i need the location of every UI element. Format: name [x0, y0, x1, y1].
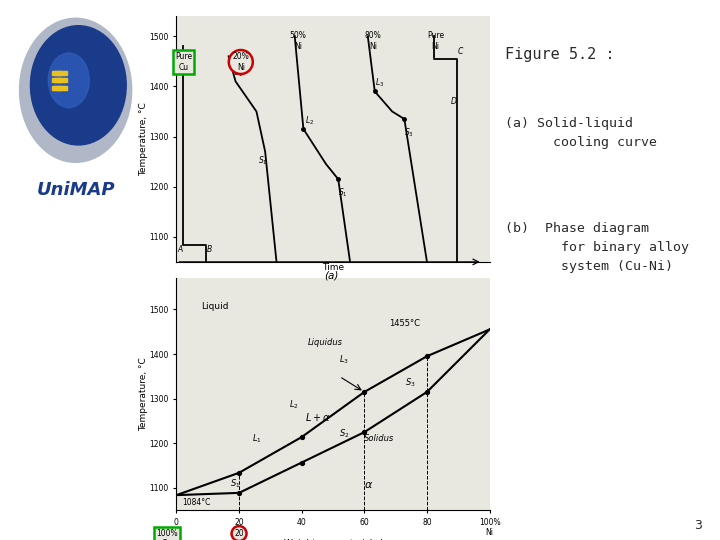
Text: 80%
Ni: 80% Ni — [364, 31, 382, 51]
Text: D: D — [451, 97, 456, 106]
Text: (b)  Phase diagram
       for binary alloy
       system (Cu-Ni): (b) Phase diagram for binary alloy syste… — [505, 222, 688, 273]
Text: 1455°C: 1455°C — [390, 319, 420, 328]
Text: C: C — [458, 48, 463, 56]
Text: Solidus: Solidus — [364, 434, 395, 443]
Text: (a) Solid-liquid
      cooling curve: (a) Solid-liquid cooling curve — [505, 117, 657, 149]
Text: Figure 5.2 :: Figure 5.2 : — [505, 48, 614, 62]
Text: UniMAP: UniMAP — [36, 181, 115, 199]
Text: Pure
Ni: Pure Ni — [427, 31, 444, 51]
Text: Pure
Cu: Pure Cu — [175, 52, 192, 72]
Text: (a): (a) — [324, 270, 338, 280]
Text: $L_1$: $L_1$ — [251, 432, 261, 444]
Ellipse shape — [19, 18, 132, 163]
Text: $S_1$: $S_1$ — [338, 187, 348, 199]
Text: $S_1$: $S_1$ — [230, 478, 240, 490]
Text: $L_2$: $L_2$ — [289, 399, 299, 411]
Text: $S_3$: $S_3$ — [405, 126, 414, 139]
Text: $L_3$: $L_3$ — [375, 76, 384, 89]
Text: $\alpha$: $\alpha$ — [364, 480, 374, 490]
Text: $S_1$: $S_1$ — [258, 154, 268, 167]
Text: $L + \alpha$: $L + \alpha$ — [305, 411, 330, 423]
Text: 1084°C: 1084°C — [183, 498, 211, 507]
Text: 20: 20 — [234, 529, 244, 538]
Y-axis label: Temperature, °C: Temperature, °C — [139, 357, 148, 431]
Text: $L_1$: $L_1$ — [234, 66, 243, 79]
Text: Liquidus: Liquidus — [308, 338, 343, 347]
Ellipse shape — [48, 53, 89, 107]
Text: 50%
Ni: 50% Ni — [289, 31, 307, 51]
Text: 20%
Ni: 20% Ni — [233, 52, 249, 72]
Text: 3: 3 — [694, 519, 702, 532]
Text: $L_3$: $L_3$ — [339, 354, 349, 367]
Text: Liquid: Liquid — [202, 302, 229, 312]
Text: $S_2$: $S_2$ — [339, 428, 350, 440]
Ellipse shape — [30, 26, 126, 145]
X-axis label: Time: Time — [322, 264, 344, 272]
Text: A: A — [177, 245, 183, 254]
Text: $S_3$: $S_3$ — [405, 376, 415, 389]
X-axis label: Weight percent nickel: Weight percent nickel — [284, 539, 382, 540]
Text: B: B — [207, 245, 212, 254]
Text: $L_2$: $L_2$ — [305, 114, 315, 126]
Y-axis label: Temperature, °C: Temperature, °C — [139, 102, 148, 176]
Text: 100%
Cu: 100% Cu — [156, 529, 178, 540]
